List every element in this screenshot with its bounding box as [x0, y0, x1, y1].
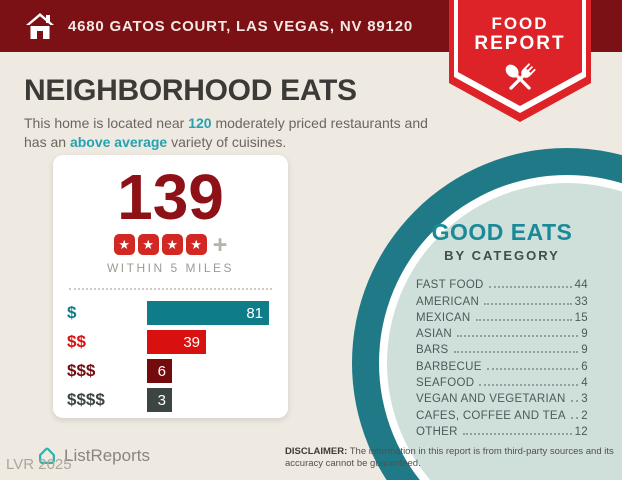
crossed-utensils-icon [505, 63, 536, 90]
star-icon: ★ [185, 234, 207, 255]
leader-dots [453, 351, 579, 354]
category-label: AMERICAN [416, 295, 480, 308]
price-bar-row: $ 81 [67, 301, 274, 325]
price-bar: 39 [147, 330, 206, 354]
leader-dots [484, 302, 572, 305]
listreports-logo: ListReports [36, 445, 150, 467]
category-value: 9 [581, 344, 588, 357]
price-bar: 81 [147, 301, 269, 325]
category-label: OTHER [416, 425, 458, 438]
category-row: ASIAN 9 [416, 324, 588, 340]
variety-highlight: above average [69, 133, 168, 150]
food-report-badge: FOOD REPORT [449, 0, 591, 122]
category-value: 12 [574, 425, 588, 438]
price-bar: 6 [147, 359, 172, 383]
price-bar-row: $$$ 6 [67, 359, 274, 383]
category-value: 44 [574, 279, 588, 292]
leader-dots [462, 432, 572, 435]
leader-dots [457, 335, 579, 338]
category-value: 9 [581, 328, 588, 341]
category-row: AMERICAN 33 [416, 291, 588, 308]
star-icon: ★ [161, 234, 183, 255]
category-label: FAST FOOD [416, 279, 484, 292]
price-bar-row: $$$$ 3 [67, 388, 274, 412]
price-bar-value: 6 [157, 362, 166, 380]
category-label: MEXICAN [416, 311, 471, 324]
card-divider [69, 288, 272, 290]
category-row: CAFES, COFFEE AND TEA 2 [416, 405, 588, 422]
page-title: NEIGHBORHOOD EATS [24, 74, 357, 107]
disclaimer: DISCLAIMER: The information in this repo… [285, 446, 615, 471]
category-value: 15 [574, 311, 588, 324]
badge-title-line1: FOOD [491, 14, 549, 33]
price-bar-value: 39 [183, 333, 200, 351]
logo-house-icon [39, 447, 55, 464]
price-tier-label: $$$$ [67, 390, 105, 409]
price-bar-row: $$ 39 [67, 330, 274, 354]
restaurant-count-highlight: 120 [188, 115, 212, 131]
category-value: 3 [581, 393, 588, 406]
intro-paragraph: This home is located near 120 moderately… [24, 115, 428, 150]
leader-dots [486, 367, 579, 370]
good-eats-subtitle: BY CATEGORY [444, 248, 560, 263]
logo-text: ListReports [64, 446, 150, 465]
radius-label: WITHIN 5 MILES [106, 261, 234, 275]
category-label: VEGAN AND VEGETARIAN [416, 393, 566, 406]
star-icon: ★ [113, 234, 135, 255]
category-label: BARBECUE [416, 360, 482, 373]
category-label: ASIAN [416, 328, 453, 341]
leader-dots [570, 416, 579, 419]
restaurant-count: 139 [117, 161, 224, 233]
property-address: 4680 GATOS COURT, LAS VEGAS, NV 89120 [68, 17, 413, 35]
category-row: BARS 9 [416, 340, 588, 356]
category-row: FAST FOOD 44 [416, 275, 588, 291]
category-row: OTHER 12 [416, 422, 588, 438]
restaurant-count-card: 139 ★ ★ ★ ★ + WITHIN 5 MILES $ 81 $$ 39 $$$ … [53, 155, 288, 418]
leader-dots [570, 400, 579, 403]
category-list: FAST FOOD 44 AMERICAN 33 MEXICAN 15 ASIAN 9 … [416, 275, 588, 438]
price-bar: 3 [147, 388, 172, 412]
category-label: BARS [416, 344, 449, 357]
good-eats-title: GOOD EATS [431, 219, 573, 245]
disclaimer-text: The information in this report is from t… [285, 446, 614, 470]
price-tier-label: $$$ [67, 361, 96, 380]
watermark: LVR 2025 [6, 456, 72, 473]
price-bar-chart: $ 81 $$ 39 $$$ 6 $$$$ 3 [67, 301, 274, 412]
category-label: CAFES, COFFEE AND TEA [416, 409, 566, 422]
category-row: MEXICAN 15 [416, 308, 588, 324]
price-tier-label: $ [67, 303, 77, 322]
good-eats-section: GOOD EATS BY CATEGORY FAST FOOD 44 AMERIC… [416, 219, 588, 438]
disclaimer-label: DISCLAIMER: [285, 446, 348, 457]
category-value: 6 [581, 360, 588, 373]
category-value: 4 [581, 377, 588, 390]
plus-sign: + [212, 230, 228, 259]
price-tier-label: $$ [67, 332, 86, 351]
star-icon: ★ [137, 234, 159, 255]
badge-title-line2: REPORT [474, 33, 566, 54]
leader-dots [475, 318, 572, 321]
star-rating: ★ ★ ★ ★ + [67, 230, 274, 259]
leader-dots [479, 384, 579, 387]
price-bar-value: 3 [157, 391, 166, 409]
category-row: VEGAN AND VEGETARIAN 3 [416, 389, 588, 405]
home-icon [26, 13, 54, 39]
category-row: BARBECUE 6 [416, 356, 588, 373]
leader-dots [488, 286, 572, 289]
category-label: SEAFOOD [416, 377, 475, 390]
category-value: 33 [574, 295, 588, 308]
category-value: 2 [581, 409, 588, 422]
price-bar-value: 81 [246, 304, 263, 322]
category-row: SEAFOOD 4 [416, 373, 588, 389]
